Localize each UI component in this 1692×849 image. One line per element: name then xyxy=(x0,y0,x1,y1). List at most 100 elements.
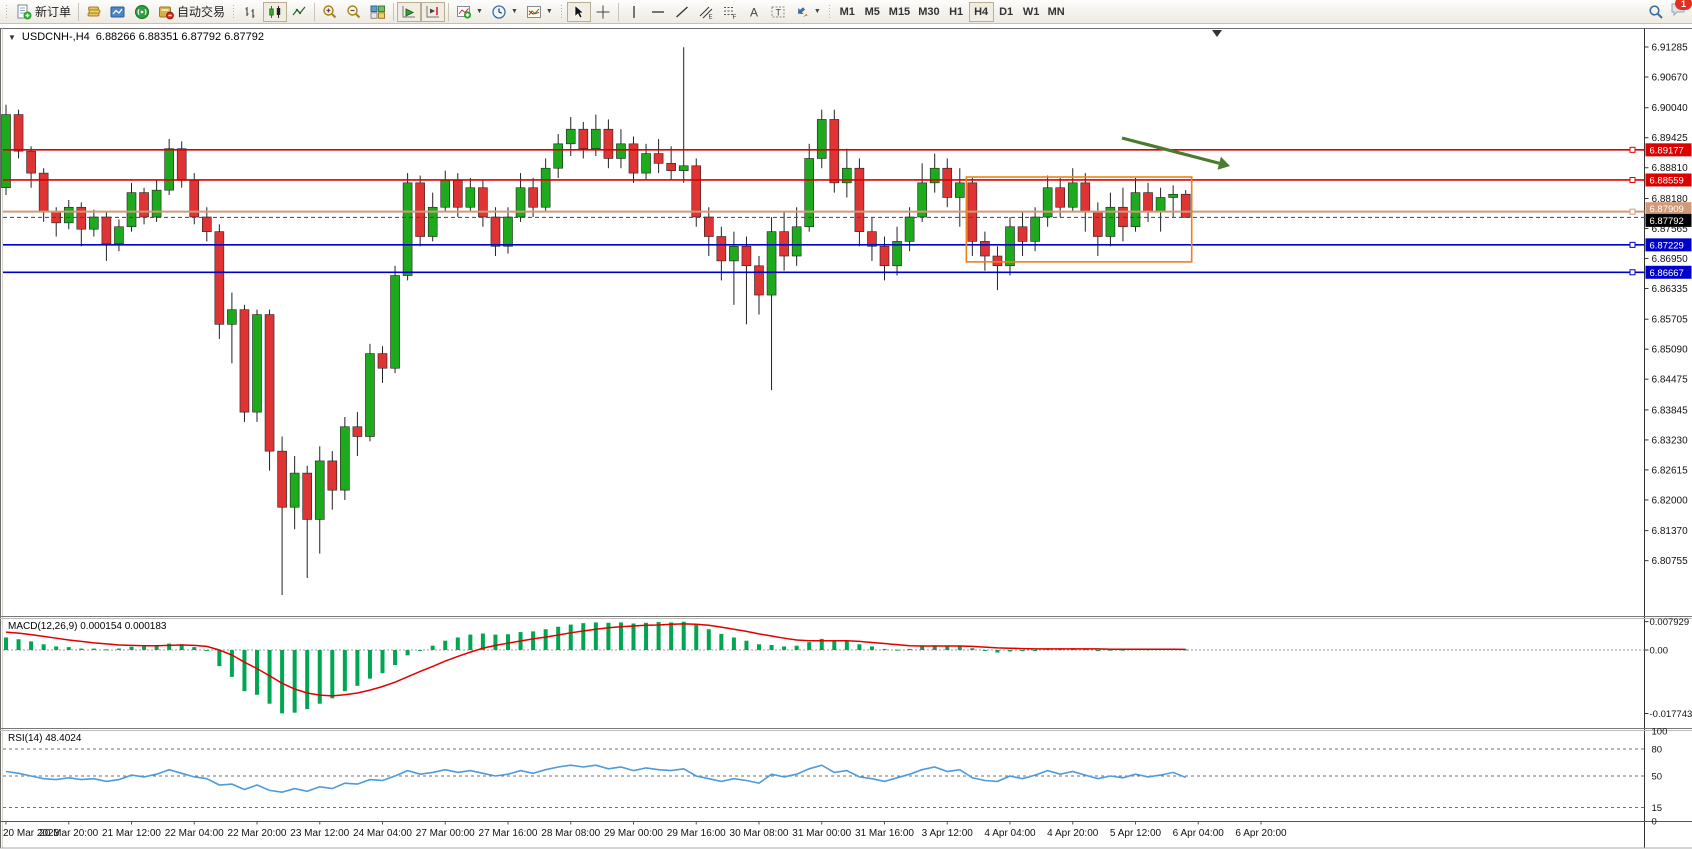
horizontal-line-icon xyxy=(651,10,664,13)
notifications-button[interactable]: 1 xyxy=(1670,0,1692,22)
svg-text:6.80755: 6.80755 xyxy=(1652,556,1689,567)
svg-text:6.91285: 6.91285 xyxy=(1652,43,1689,54)
candlestick-icon xyxy=(269,5,281,18)
svg-text:T: T xyxy=(775,7,781,17)
trendline-icon xyxy=(675,6,688,17)
svg-text:6.82615: 6.82615 xyxy=(1652,465,1689,476)
orange-rectangle-annotation xyxy=(965,176,1193,263)
periods-button[interactable]: ▼ xyxy=(487,2,522,22)
line-chart-icon xyxy=(292,6,306,15)
chevron-down-icon: ▼ xyxy=(545,8,553,15)
svg-text:A: A xyxy=(750,5,758,19)
blue-chart-icon xyxy=(110,6,125,17)
auto-trading-button[interactable]: 自动交易 xyxy=(154,2,229,22)
market-watch-button[interactable] xyxy=(82,2,106,22)
auto-scroll-button[interactable] xyxy=(397,1,422,22)
svg-text:20 Mar 20:00: 20 Mar 20:00 xyxy=(39,828,98,839)
svg-text:6.87565: 6.87565 xyxy=(1652,224,1689,235)
crosshair-tool-button[interactable] xyxy=(591,2,615,22)
channel-tool-button[interactable]: E xyxy=(694,2,718,22)
timeframe-button-d1[interactable]: D1 xyxy=(994,2,1019,22)
zoom-in-button[interactable] xyxy=(318,2,342,22)
new-order-button[interactable]: 新订单 xyxy=(12,2,75,22)
price-chart[interactable]: 6.91285 6.90670 6.90040 6.89425 6.88810 6.881… xyxy=(0,24,1692,849)
bar-chart-mode-button[interactable] xyxy=(239,2,263,22)
panel-borders xyxy=(0,28,1692,849)
fibonacci-tool-button[interactable]: F xyxy=(718,2,742,22)
chart-shift-button[interactable] xyxy=(421,1,446,22)
toolbar-separator xyxy=(314,2,316,21)
toolbar-grip[interactable] xyxy=(559,3,564,20)
symbol-dropdown-icon[interactable]: ▼ xyxy=(8,32,16,42)
chart-window[interactable]: 6.91285 6.90670 6.90040 6.89425 6.88810 6.881… xyxy=(0,24,1692,849)
timeframe-button-w1[interactable]: W1 xyxy=(1019,2,1044,22)
svg-text:4 Apr 20:00: 4 Apr 20:00 xyxy=(1047,828,1099,839)
timeframe-button-mn[interactable]: MN xyxy=(1044,2,1069,22)
rsi-label: RSI(14) 48.4024 xyxy=(8,733,82,744)
svg-text:6.86335: 6.86335 xyxy=(1652,284,1689,295)
indicators-button[interactable]: ▼ xyxy=(452,2,487,22)
candle-chart-mode-button[interactable] xyxy=(263,1,288,22)
search-icon[interactable] xyxy=(1648,4,1664,20)
svg-text:15: 15 xyxy=(1652,803,1663,814)
zoom-in-icon xyxy=(323,4,337,18)
text-tool-button[interactable]: A xyxy=(742,2,766,22)
svg-text:22 Mar 20:00: 22 Mar 20:00 xyxy=(228,828,287,839)
text-label-icon: T xyxy=(771,6,785,17)
svg-text:-0.017743: -0.017743 xyxy=(1650,709,1692,720)
toolbar-grip[interactable] xyxy=(827,3,832,20)
svg-text:6.87229: 6.87229 xyxy=(1650,240,1684,251)
svg-text:6.87792: 6.87792 xyxy=(1650,216,1684,227)
tile-windows-icon xyxy=(370,5,386,19)
ohlc-bars-icon xyxy=(245,6,255,18)
ohlc-values: 6.88266 6.88351 6.87792 6.87792 xyxy=(95,31,264,43)
svg-text:29 Mar 00:00: 29 Mar 00:00 xyxy=(604,828,663,839)
timeframe-button-m15[interactable]: M15 xyxy=(885,2,914,22)
text-label-tool-button[interactable]: T xyxy=(766,2,790,22)
equidistant-channel-icon: E xyxy=(699,6,712,20)
svg-text:E: E xyxy=(708,14,712,20)
svg-text:6.85090: 6.85090 xyxy=(1652,345,1689,356)
cursor-tool-button[interactable] xyxy=(566,1,591,22)
auto-scroll-icon xyxy=(402,5,416,17)
zoom-out-button[interactable] xyxy=(342,2,366,22)
text-icon: A xyxy=(750,5,758,19)
svg-text:6.83845: 6.83845 xyxy=(1652,405,1689,416)
horizontal-line-tool-button[interactable] xyxy=(646,2,670,22)
svg-text:6.89425: 6.89425 xyxy=(1652,133,1689,144)
chevron-down-icon: ▼ xyxy=(510,8,518,15)
vertical-line-icon xyxy=(633,5,635,18)
svg-text:6.82000: 6.82000 xyxy=(1652,495,1689,506)
svg-text:80: 80 xyxy=(1652,745,1663,756)
trendline-tool-button[interactable] xyxy=(670,2,694,22)
svg-text:0: 0 xyxy=(1652,817,1657,828)
svg-text:6.84475: 6.84475 xyxy=(1652,375,1689,386)
svg-text:24 Mar 04:00: 24 Mar 04:00 xyxy=(353,828,412,839)
line-chart-mode-button[interactable] xyxy=(287,2,311,22)
gold-stack-icon xyxy=(87,6,101,16)
toolbar-grip[interactable] xyxy=(5,3,9,20)
new-order-label: 新订单 xyxy=(35,5,72,19)
timeframe-button-h1[interactable]: H1 xyxy=(944,2,969,22)
svg-text:20 Mar 2023: 20 Mar 2023 xyxy=(3,828,60,839)
charts-window-button[interactable] xyxy=(106,2,130,22)
svg-text:31 Mar 16:00: 31 Mar 16:00 xyxy=(855,828,914,839)
chart-shift-icon xyxy=(426,5,440,17)
timeframe-button-m30[interactable]: M30 xyxy=(914,2,943,22)
timeframe-button-m1[interactable]: M1 xyxy=(835,2,860,22)
timeframe-button-h4[interactable]: H4 xyxy=(968,1,994,22)
templates-button[interactable]: ▼ xyxy=(522,2,557,22)
tile-windows-button[interactable] xyxy=(366,2,390,22)
vertical-line-tool-button[interactable] xyxy=(622,2,646,22)
macd-panel: 0.007929 0.00 -0.017743 xyxy=(3,617,1692,720)
data-feed-button[interactable] xyxy=(130,2,154,22)
svg-text:6.88180: 6.88180 xyxy=(1652,194,1689,205)
arrows-tool-button[interactable]: ▼ xyxy=(790,2,825,22)
toolbar-grip[interactable] xyxy=(232,3,237,20)
timeframe-button-m5[interactable]: M5 xyxy=(860,2,885,22)
toolbar-separator xyxy=(78,2,80,21)
toolbar-separator xyxy=(617,2,619,21)
